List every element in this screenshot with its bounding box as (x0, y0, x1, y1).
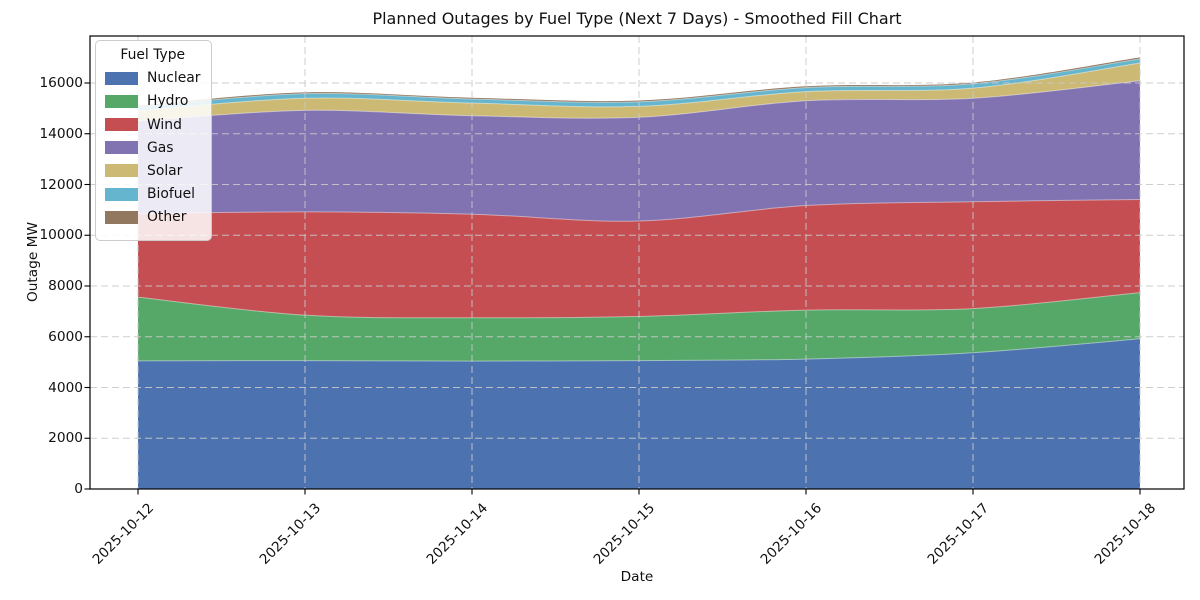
y-tick-label-2000: 2000 (48, 430, 83, 447)
legend-item-hydro: Hydro (105, 93, 200, 109)
legend-swatch-wind (105, 118, 138, 132)
y-tick-label-4000: 4000 (48, 379, 83, 396)
legend-label-nuclear: Nuclear (147, 70, 201, 87)
legend-swatch-other (105, 210, 138, 224)
legend-label-hydro: Hydro (147, 93, 189, 110)
legend-label-wind: Wind (147, 116, 182, 133)
y-tick-label-0: 0 (74, 481, 83, 497)
legend-item-wind: Wind (105, 117, 200, 133)
legend-item-gas: Gas (105, 140, 200, 156)
legend-swatch-hydro (105, 94, 138, 108)
legend-swatch-solar (105, 164, 138, 178)
y-tick-label-12000: 12000 (39, 176, 83, 193)
legend-item-biofuel: Biofuel (105, 186, 200, 202)
legend-swatch-nuclear (105, 71, 138, 85)
y-axis-title: Outage MW (25, 222, 41, 303)
legend-swatch-biofuel (105, 187, 138, 201)
y-tick-label-10000: 10000 (39, 227, 83, 244)
y-tick-label-8000: 8000 (48, 278, 83, 294)
legend-label-biofuel: Biofuel (147, 186, 195, 203)
legend-title: Fuel Type (120, 47, 186, 63)
legend-label-solar: Solar (147, 162, 183, 179)
y-tick-label-16000: 16000 (39, 75, 83, 91)
legend-item-solar: Solar (105, 163, 200, 179)
y-tick-label-14000: 14000 (39, 125, 83, 142)
legend-label-other: Other (147, 209, 187, 226)
plot-border (89, 35, 1185, 490)
y-tick-label-6000: 6000 (48, 328, 83, 345)
x-axis-title: Date (620, 569, 654, 585)
legend-items: Nuclear Hydro Wind Gas Solar Biofuel Other (105, 70, 200, 225)
legend-swatch-gas (105, 141, 138, 155)
legend-label-gas: Gas (147, 139, 174, 156)
chart-title: Planned Outages by Fuel Type (Next 7 Day… (372, 9, 902, 28)
legend: Fuel Type Nuclear Hydro Wind Gas Solar Biofue… (95, 40, 213, 241)
legend-item-nuclear: Nuclear (105, 70, 200, 86)
legend-item-other: Other (105, 209, 200, 225)
